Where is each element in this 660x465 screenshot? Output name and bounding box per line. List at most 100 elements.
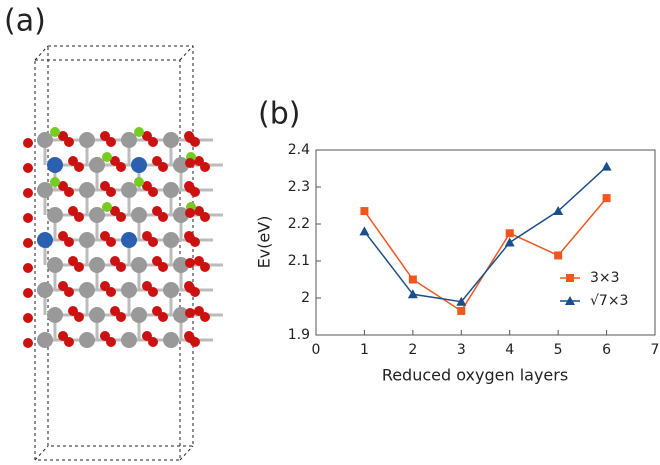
atom <box>37 232 53 248</box>
atom <box>23 313 33 323</box>
atom <box>106 337 116 347</box>
x-tick-label: 7 <box>651 342 660 358</box>
y-tick-label: 2.2 <box>288 216 310 232</box>
atom <box>37 282 53 298</box>
atom <box>37 132 53 148</box>
atom <box>89 157 105 173</box>
atom <box>23 213 33 223</box>
atom <box>148 237 158 247</box>
atom <box>185 133 195 143</box>
x-tick-label: 0 <box>312 342 321 358</box>
atom <box>163 332 179 348</box>
legend-label: √7×3 <box>590 293 628 309</box>
atom <box>23 238 33 248</box>
atom <box>121 232 137 248</box>
atom <box>47 257 63 273</box>
x-tick-label: 6 <box>602 342 611 358</box>
atom <box>102 202 112 212</box>
legend-marker <box>566 274 574 282</box>
atom <box>74 312 84 322</box>
y-tick-label: 2.4 <box>288 142 310 158</box>
atom <box>64 237 74 247</box>
x-tick-label: 1 <box>360 342 369 358</box>
atom <box>79 232 95 248</box>
atom <box>64 287 74 297</box>
atom <box>185 258 195 268</box>
atom <box>134 127 144 137</box>
panel-label: (a) <box>4 4 46 39</box>
atom <box>74 212 84 222</box>
y-tick-label: 2.3 <box>288 179 310 195</box>
marker <box>360 207 368 215</box>
atom <box>131 307 147 323</box>
atom <box>23 138 33 148</box>
atom <box>23 263 33 273</box>
atom <box>158 262 168 272</box>
atom <box>163 132 179 148</box>
atom <box>79 182 95 198</box>
atom <box>74 262 84 272</box>
atom <box>23 288 33 298</box>
atom <box>37 332 53 348</box>
atom <box>47 157 63 173</box>
y-tick-label: 2.1 <box>288 253 310 269</box>
atom <box>79 282 95 298</box>
y-tick-label: 1.9 <box>288 327 310 343</box>
atom <box>121 282 137 298</box>
atom <box>64 337 74 347</box>
atom <box>185 308 195 318</box>
x-axis-label: Reduced oxygen layers <box>382 366 568 385</box>
atom <box>102 152 112 162</box>
marker <box>554 251 562 259</box>
atom <box>121 332 137 348</box>
atom <box>158 212 168 222</box>
atom <box>89 307 105 323</box>
atom <box>47 207 63 223</box>
atom <box>79 332 95 348</box>
marker <box>603 194 611 202</box>
cell-edge <box>180 46 193 60</box>
atom <box>106 137 116 147</box>
atom <box>37 182 53 198</box>
crystal-structure <box>35 46 193 460</box>
atom <box>185 333 195 343</box>
atom <box>116 162 126 172</box>
atom <box>64 137 74 147</box>
atom <box>158 312 168 322</box>
atom <box>200 262 210 272</box>
atom <box>23 188 33 198</box>
marker <box>457 307 465 315</box>
atom <box>163 182 179 198</box>
y-tick-label: 2 <box>301 290 310 306</box>
cell-edge <box>35 46 48 60</box>
atom <box>185 158 195 168</box>
atom <box>148 287 158 297</box>
atom <box>89 207 105 223</box>
atoms <box>23 127 223 348</box>
atom <box>163 282 179 298</box>
atom <box>74 162 84 172</box>
atom <box>148 337 158 347</box>
atom <box>47 307 63 323</box>
marker <box>409 276 417 284</box>
atom <box>79 132 95 148</box>
x-tick-label: 3 <box>457 342 466 358</box>
atom <box>106 237 116 247</box>
atom <box>106 187 116 197</box>
atom <box>148 137 158 147</box>
atom <box>185 208 195 218</box>
legend-label: 3×3 <box>590 270 620 286</box>
x-tick-label: 4 <box>505 342 514 358</box>
figure: (a) (b) Reduced oxygen layers Ev(eV) 1.9… <box>0 0 660 465</box>
atom <box>148 187 158 197</box>
atom <box>89 257 105 273</box>
atom <box>116 212 126 222</box>
atom <box>200 312 210 322</box>
atom <box>163 232 179 248</box>
atom <box>131 257 147 273</box>
atom <box>185 233 195 243</box>
atom <box>50 177 60 187</box>
atom <box>121 132 137 148</box>
atom <box>121 182 137 198</box>
atom <box>106 287 116 297</box>
